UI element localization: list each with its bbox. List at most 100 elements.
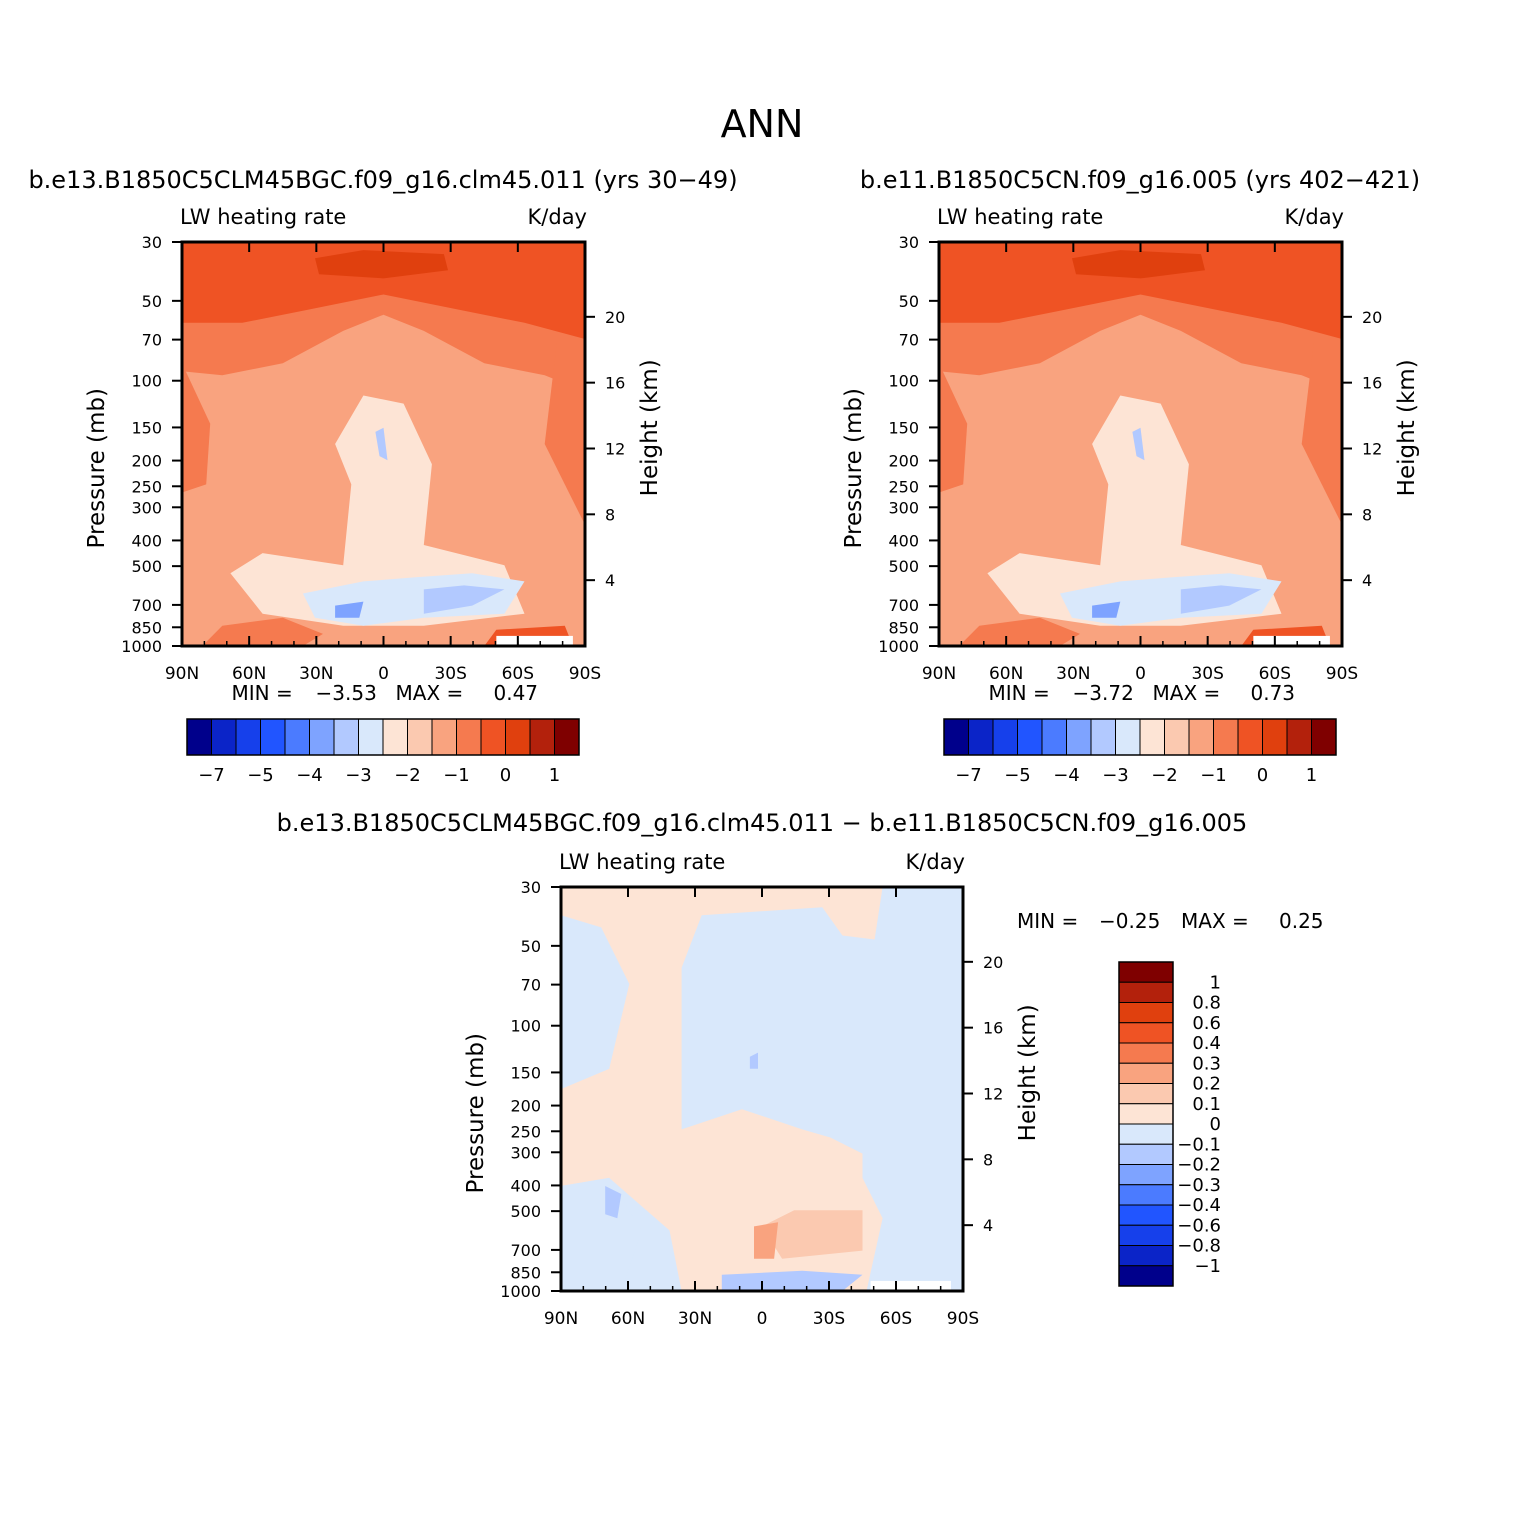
y-tick-label: 200 (888, 452, 919, 471)
colorbar-label: −1 (443, 765, 470, 786)
colorbar-label: 0.8 (1192, 993, 1221, 1014)
colorbar-swatch (1139, 718, 1165, 756)
contour-region (939, 363, 968, 493)
colorbar-label: −0.4 (1177, 1195, 1221, 1216)
contour-field (182, 242, 585, 646)
y-tick-label: 850 (131, 618, 162, 637)
colorbar-label: 0.4 (1192, 1033, 1221, 1054)
y-tick-label: 400 (888, 531, 919, 550)
colorbar-frame (943, 718, 1337, 756)
contour-region (182, 363, 211, 493)
contour-field (939, 242, 1342, 646)
x-tick-label: 60N (989, 664, 1023, 684)
y-axis-label: Pressure (mb) (463, 1033, 489, 1193)
stats-min-label: MIN = (989, 681, 1050, 705)
colorbar-swatch (431, 718, 457, 756)
contour-field (561, 887, 963, 1291)
colorbar-swatch (235, 718, 261, 756)
page-title: ANN (721, 102, 804, 146)
x-tick-label: 60S (1259, 664, 1291, 684)
y-right-tick-label: 8 (605, 505, 615, 524)
colorbar-label: 0.3 (1192, 1053, 1221, 1074)
colorbar-label: −4 (1053, 765, 1080, 786)
x-tick-label: 30S (1191, 664, 1223, 684)
colorbar-label: 0 (1257, 765, 1268, 786)
colorbar-swatch (211, 718, 237, 756)
colorbar-label: 1 (549, 765, 560, 786)
panel-subtitle: b.e13.B1850C5CLM45BGC.f09_g16.clm45.011 … (28, 166, 737, 194)
stats-max-label: MAX = (396, 681, 464, 705)
y-tick-label: 30 (899, 233, 919, 252)
y-tick-label: 30 (521, 878, 541, 897)
x-tick-label: 90N (544, 1309, 578, 1329)
y-right-tick-label: 12 (1362, 439, 1382, 458)
panel-units: K/day (528, 205, 587, 229)
colorbar-label: −0.1 (1177, 1134, 1221, 1155)
colorbar-swatch (1118, 1143, 1174, 1165)
colorbar-label: −2 (394, 765, 421, 786)
contour-region (230, 395, 525, 626)
colorbar-swatch (1118, 961, 1174, 983)
colorbar-swatch (992, 718, 1018, 756)
colorbar-swatch (1262, 718, 1288, 756)
y-right-tick-label: 16 (983, 1019, 1003, 1038)
y-tick-label: 200 (510, 1097, 541, 1116)
contour-region (315, 250, 448, 279)
y-axis-label: Pressure (mb) (841, 388, 867, 548)
x-tick-label: 0 (378, 664, 389, 684)
stats-min-value: −3.72 (1073, 681, 1134, 705)
y-tick-label: 150 (888, 418, 919, 437)
colorbar-label: −5 (1004, 765, 1031, 786)
x-tick-label: 0 (1135, 664, 1146, 684)
contour-region (754, 1222, 779, 1259)
y-right-tick-label: 20 (1362, 308, 1382, 327)
colorbar-label: 1 (1306, 765, 1317, 786)
colorbar-swatch (1090, 718, 1116, 756)
y-tick-label: 150 (510, 1063, 541, 1082)
colorbar-label: −0.6 (1177, 1215, 1221, 1236)
colorbar-swatch (333, 718, 359, 756)
colorbar-swatch (480, 718, 506, 756)
contour-region (544, 343, 585, 525)
stats-max-value: 0.73 (1251, 681, 1296, 705)
colorbar-label: −7 (198, 765, 225, 786)
stats-max-label: MAX = (1181, 909, 1249, 933)
colorbar-label: −3 (345, 765, 372, 786)
colorbar: −7 −5 −4 −3 −2 −1 0 1 (186, 718, 580, 786)
x-tick-label: 0 (757, 1309, 768, 1329)
y-tick-label: 250 (510, 1122, 541, 1141)
colorbar-label: 0 (500, 765, 511, 786)
stats-min-label: MIN = (1017, 909, 1078, 933)
panel-title: LW heating rate (937, 205, 1103, 229)
y-tick-label: 100 (888, 372, 919, 391)
y-tick-label: 1000 (878, 637, 919, 656)
contour-region (561, 887, 883, 1291)
panel-2: b.e11.B1850C5CN.f09_g16.005 (yrs 402−421… (841, 166, 1420, 786)
contour-region (375, 427, 388, 461)
x-tick-label: 60S (880, 1309, 912, 1329)
colorbar-label: 0.1 (1192, 1094, 1221, 1115)
colorbar-swatch (1118, 1164, 1174, 1186)
y-tick-label: 100 (510, 1017, 541, 1036)
colorbar-swatch (1118, 1022, 1174, 1044)
stats-min-value: −0.25 (1099, 909, 1160, 933)
contour-region (762, 1210, 863, 1259)
colorbar-swatch (1118, 1123, 1174, 1145)
colorbar-label: −7 (955, 765, 982, 786)
y-tick-label: 50 (142, 292, 162, 311)
colorbar-label: −0.2 (1177, 1155, 1221, 1176)
y-tick-label: 850 (510, 1263, 541, 1282)
colorbar-swatch (1118, 1002, 1174, 1024)
colorbar-frame (186, 718, 580, 756)
y-tick-label: 850 (888, 618, 919, 637)
panel-subtitle: b.e13.B1850C5CLM45BGC.f09_g16.clm45.011 … (277, 809, 1248, 837)
colorbar-label: −1 (1200, 765, 1227, 786)
panels: b.e13.B1850C5CLM45BGC.f09_g16.clm45.011 … (28, 166, 1420, 1329)
y-tick-label: 250 (888, 477, 919, 496)
contour-region (561, 1177, 642, 1291)
contour-region (902, 1149, 963, 1271)
colorbar-swatch (1118, 981, 1174, 1003)
contour-region (1072, 250, 1205, 279)
colorbar-swatch (1118, 1265, 1174, 1287)
panel-units: K/day (906, 850, 965, 874)
